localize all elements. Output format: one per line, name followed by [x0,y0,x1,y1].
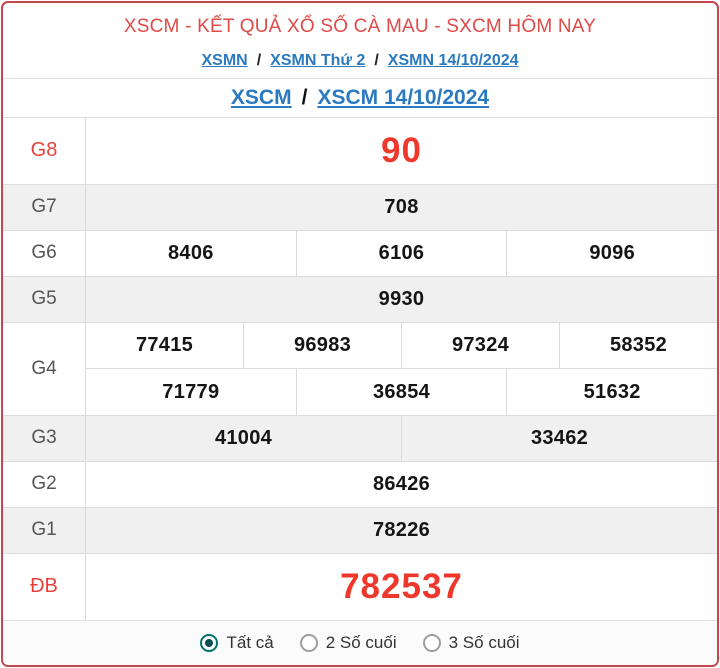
prize-subrow-G4-0: 77415 96983 97324 58352 [86,322,717,369]
prize-value-G3-0-1: 33462 [401,415,717,461]
prize-subrow-G6-0: 8406 6106 9096 [86,230,717,276]
page-title: XSCM - KẾT QUẢ XỔ SỐ CÀ MAU - SXCM HÔM N… [123,16,597,37]
prize-subrow-G4-1: 71779 36854 51632 [86,368,717,415]
prize-values-G8: 90 [86,118,717,184]
breadcrumb-link-2[interactable]: XSMN 14/10/2024 [387,51,519,69]
prize-value-G4-1-1: 36854 [295,369,507,415]
prize-row-G6: G6 8406 6106 9096 [3,229,717,276]
prize-value-G6-0-1: 6106 [295,230,507,276]
prize-values-ĐB: 782537 [86,554,717,620]
breadcrumb-separator: / [374,51,379,69]
result-breadcrumb-link-0[interactable]: XSCM [230,85,292,109]
prize-subrow-G3-0: 41004 33462 [86,415,717,461]
prize-label-G5: G5 [3,276,86,322]
prize-value-ĐB-0-0: 782537 [340,566,463,606]
prize-value-G5-0-0: 9930 [378,287,425,310]
radio-icon[interactable] [299,633,318,652]
prize-row-G4: G4 77415 96983 97324 58352 71779 36854 51632 [3,321,717,415]
prize-value-G4-1-2: 51632 [506,369,717,415]
breadcrumb-link-0[interactable]: XSMN [201,51,248,69]
prize-value-G6-0-2: 9096 [506,230,717,276]
prize-subrow-G7-0: 708 [86,185,717,230]
breadcrumb-separator: / [256,51,262,69]
breadcrumb-link-1[interactable]: XSMN Thứ 2 [270,51,366,69]
prize-label-G6: G6 [3,230,86,276]
prize-value-G4-0-2: 97324 [401,322,559,369]
prize-value-G4-0-3: 58352 [559,322,717,369]
radio-selected-icon[interactable] [200,633,219,652]
prize-value-G2-0-0: 86426 [372,472,431,495]
prize-value-G1-0-0: 78226 [372,518,431,541]
filter-option-2[interactable]: 3 Số cuối [422,632,520,653]
filter-option-0[interactable]: Tất cả [200,632,274,653]
prize-value-G4-0-1: 96983 [243,322,401,369]
result-breadcrumb-link-1[interactable]: XSCM 14/10/2024 [317,85,490,109]
prize-values-G2: 86426 [86,462,717,507]
prize-values-G6: 8406 6106 9096 [86,230,717,276]
prize-row-G5: G5 9930 [3,275,717,322]
prize-values-G1: 78226 [86,508,717,553]
breadcrumb: XSMN / XSMN Thứ 2 / XSMN 14/10/2024 [3,44,717,78]
prize-row-ĐB: ĐB 782537 [3,552,717,620]
prize-subrow-G8-0: 90 [86,118,717,184]
prize-table: G8 90 G7 708 G6 8406 6106 9096 G5 9930 G4 77415 9698… [3,116,717,620]
prize-row-G3: G3 41004 33462 [3,414,717,461]
prize-value-G8-0-0: 90 [381,130,422,170]
prize-value-G7-0-0: 708 [384,195,419,218]
prize-value-G4-0-0: 77415 [135,334,194,357]
filter-option-label-2: 3 Số cuối [448,632,520,652]
prize-label-G3: G3 [3,415,86,461]
prize-subrow-G2-0: 86426 [86,462,717,507]
prize-label-ĐB: ĐB [3,553,86,620]
prize-subrow-G1-0: 78226 [86,508,717,553]
prize-row-G7: G7 708 [3,183,717,230]
prize-subrow-G5-0: 9930 [86,277,717,322]
prize-values-G4: 77415 96983 97324 58352 71779 36854 51632 [86,322,717,415]
prize-label-G8: G8 [3,117,86,184]
filter-option-1[interactable]: 2 Số cuối [299,632,397,653]
radio-icon[interactable] [422,633,441,652]
prize-label-G4: G4 [3,322,86,415]
prize-values-G5: 9930 [86,277,717,322]
prize-value-G4-1-0: 71779 [162,380,220,403]
prize-label-G2: G2 [3,461,86,507]
prize-values-G3: 41004 33462 [86,415,717,461]
prize-value-G3-0-0: 41004 [214,426,273,449]
header-divider [3,77,717,79]
filter-option-label-0: Tất cả [226,632,274,652]
result-breadcrumb-separator: / [301,85,308,109]
prize-subrow-ĐB-0: 782537 [86,554,717,620]
result-breadcrumb: XSCM / XSCM 14/10/2024 [3,79,717,117]
prize-label-G1: G1 [3,507,86,553]
prize-value-G6-0-0: 8406 [167,241,214,264]
prize-row-G8: G8 90 [3,116,717,184]
prize-row-G2: G2 86426 [3,460,717,507]
filter-bar: Tất cả 2 Số cuối 3 Số cuối [3,619,717,665]
prize-values-G7: 708 [86,185,717,230]
filter-option-label-1: 2 Số cuối [325,632,397,652]
prize-label-G7: G7 [3,184,86,230]
prize-row-G1: G1 78226 [3,506,717,553]
